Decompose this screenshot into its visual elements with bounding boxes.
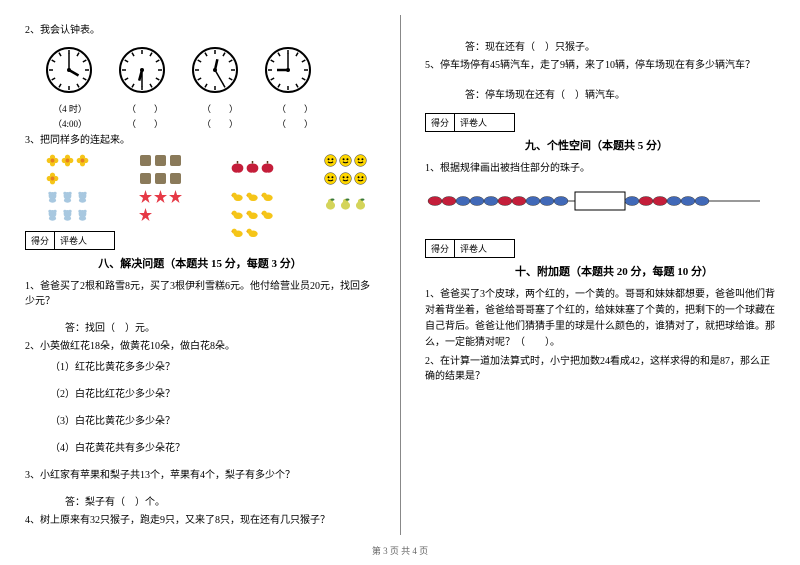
section-10-title: 十、附加题（本题共 20 分，每题 10 分） [425, 263, 775, 279]
score-box-8: 得分 评卷人 [25, 231, 115, 250]
beads-diagram [425, 186, 775, 219]
s8q2-1: （1）红花比黄花多多少朵？ [50, 360, 375, 375]
score-box-10: 得分 评卷人 [425, 239, 515, 258]
s10q2: 2、在计算一道加法算式时，小宁把加数24看成42，这样求得的和是87，那么正确的… [425, 354, 775, 384]
clock-label: （ ） [270, 102, 320, 115]
objects-grid [45, 153, 375, 221]
clock-label: （ ） [120, 117, 170, 130]
clock-labels-2: （4:00） （ ） （ ） （ ） [45, 117, 375, 130]
clocks-row [45, 46, 375, 97]
apple-group [230, 153, 283, 185]
star-group [138, 189, 191, 221]
s8q5: 5、停车场停有45辆汽车，走了9辆，来了10辆，停车场现在有多少辆汽车？ [425, 58, 775, 73]
s9q1: 1、根据规律画出被挡住部分的珠子。 [425, 161, 775, 176]
pear-group [323, 189, 376, 221]
s8q1: 1、爸爸买了2根和路雪8元，买了3根伊利雪糕6元。他付给营业员20元，找回多少元… [25, 279, 375, 309]
clock-labels-1: （4 时） （ ） （ ） （ ） [45, 102, 375, 115]
q3-title: 3、把同样多的连起来。 [25, 133, 375, 148]
clock-icon [264, 46, 312, 94]
section-9-title: 九、个性空间（本题共 5 分） [425, 137, 775, 153]
clock-label: （4 时） [45, 102, 95, 115]
clock-icon [191, 46, 239, 94]
s8q4: 4、树上原来有32只猴子，跑走9只，又来了8只，现在还有几只猴子？ [25, 513, 375, 528]
s10q1: 1、爸爸买了3个皮球，两个红的，一个黄的。哥哥和妹妹都想要，爸爸叫他们背对着背坐… [425, 287, 775, 351]
clock-label: （ ） [270, 117, 320, 130]
grader-label: 评卷人 [455, 114, 492, 131]
smiley-group [323, 153, 376, 185]
s8a5: 答：停车场现在还有（ ）辆汽车。 [465, 88, 775, 103]
s8a3: 答：梨子有（ ）个。 [65, 495, 375, 510]
clock-label: （ ） [120, 102, 170, 115]
clock-icon [118, 46, 166, 94]
clock-label: （ ） [195, 102, 245, 115]
page-footer: 第 3 页 共 4 页 [0, 544, 800, 557]
s8a1: 答：找回（ ）元。 [65, 321, 375, 336]
grader-label: 评卷人 [455, 240, 492, 257]
s8q3: 3、小红家有苹果和梨子共13个，苹果有4个，梨子有多少个？ [25, 468, 375, 483]
score-label: 得分 [426, 114, 455, 131]
grader-label: 评卷人 [55, 232, 92, 249]
figure-group [138, 153, 191, 185]
s8a4: 答：现在还有（ ）只猴子。 [465, 40, 775, 55]
duck-group [230, 189, 283, 221]
s8q2: 2、小英做红花18朵，做黄花10朵，做白花8朵。 [25, 339, 375, 354]
left-column: 2、我会认钟表。 （4 时）（ ）（ ）（ ） （4:00）（ ）（ ）（ ） … [0, 0, 400, 565]
clock-label: （4:00） [45, 117, 95, 130]
s8q2-3: （3）白花比黄花少多少朵？ [50, 414, 375, 429]
s8q2-2: （2）白花比红花少多少朵？ [50, 387, 375, 402]
flower-group [45, 153, 98, 185]
clock-label: （ ） [195, 117, 245, 130]
score-box-9: 得分 评卷人 [425, 113, 515, 132]
clock-icon [45, 46, 93, 94]
s8q2-4: （4）白花黄花共有多少朵花？ [50, 441, 375, 456]
q2-title: 2、我会认钟表。 [25, 23, 375, 38]
section-8-title: 八、解决问题（本题共 15 分，每题 3 分） [25, 255, 375, 271]
bear-group [45, 189, 98, 221]
score-label: 得分 [426, 240, 455, 257]
right-column: 答：现在还有（ ）只猴子。 5、停车场停有45辆汽车，走了9辆，来了10辆，停车… [400, 0, 800, 565]
score-label: 得分 [26, 232, 55, 249]
